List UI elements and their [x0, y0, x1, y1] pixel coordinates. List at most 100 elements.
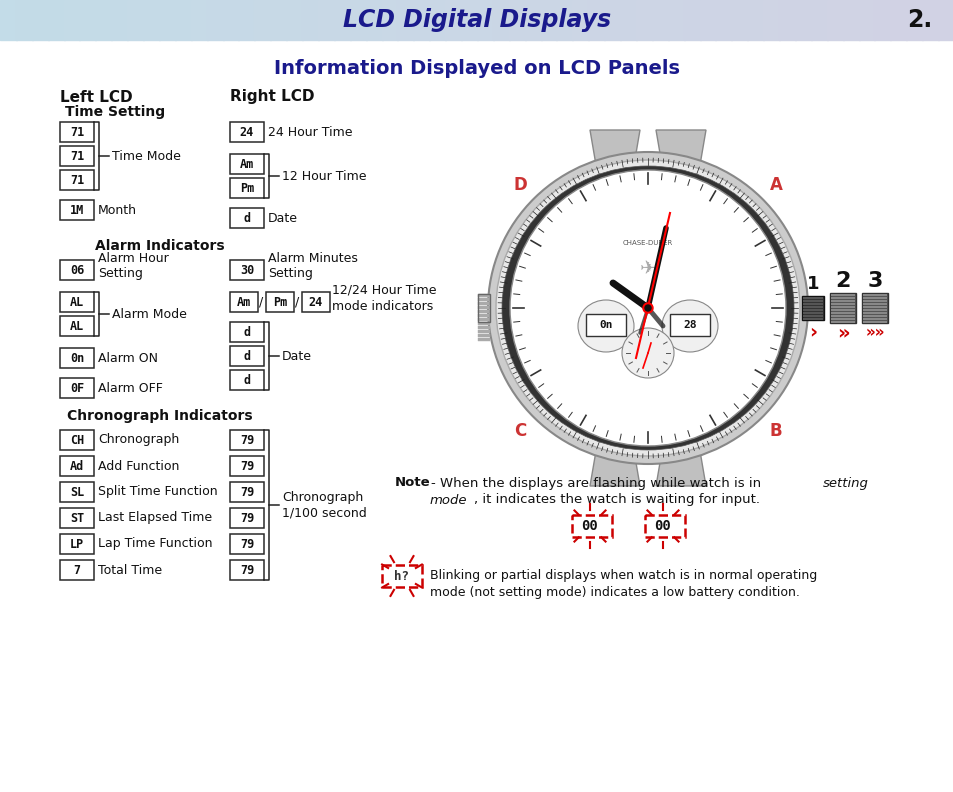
Text: 79: 79: [239, 512, 253, 524]
Bar: [477, 326, 490, 329]
Text: Am: Am: [236, 295, 251, 309]
Bar: [381, 565, 421, 587]
Text: Alarm Minutes
Setting: Alarm Minutes Setting: [268, 252, 357, 280]
Bar: [429, 0, 446, 40]
Bar: [302, 0, 318, 40]
Text: Total Time: Total Time: [98, 563, 162, 577]
Text: Month: Month: [98, 204, 137, 216]
Bar: [230, 430, 264, 450]
Bar: [477, 318, 490, 321]
Bar: [477, 338, 490, 341]
Text: Right LCD: Right LCD: [230, 89, 314, 105]
Text: Left LCD: Left LCD: [60, 89, 132, 105]
Bar: [60, 316, 94, 336]
Ellipse shape: [621, 328, 673, 378]
Text: 30: 30: [239, 264, 253, 276]
Bar: [477, 294, 490, 322]
Text: 24 Hour Time: 24 Hour Time: [268, 125, 352, 139]
Bar: [572, 515, 612, 537]
Bar: [508, 0, 525, 40]
Bar: [830, 321, 854, 323]
Bar: [862, 294, 886, 296]
Text: 12/24 Hour Time
mode indicators: 12/24 Hour Time mode indicators: [332, 284, 436, 313]
Bar: [230, 508, 264, 528]
Text: Split Time Function: Split Time Function: [98, 485, 217, 498]
Text: - When the displays are flashing while watch is in: - When the displays are flashing while w…: [431, 477, 764, 489]
Text: 71: 71: [70, 125, 84, 139]
Text: 79: 79: [239, 459, 253, 473]
Bar: [830, 309, 854, 311]
Circle shape: [644, 305, 650, 311]
Bar: [802, 300, 822, 302]
Text: Date: Date: [268, 211, 297, 224]
Bar: [802, 315, 822, 317]
Bar: [79, 0, 96, 40]
Bar: [230, 370, 264, 390]
Bar: [829, 293, 855, 323]
Text: 24: 24: [239, 125, 253, 139]
Circle shape: [642, 303, 652, 313]
Bar: [174, 0, 192, 40]
Bar: [683, 0, 700, 40]
Bar: [572, 0, 589, 40]
Bar: [60, 378, 94, 398]
Bar: [830, 294, 854, 296]
Bar: [585, 314, 625, 336]
Bar: [230, 292, 257, 312]
Bar: [669, 314, 709, 336]
Polygon shape: [656, 130, 705, 165]
Text: , it indicates the watch is waiting for input.: , it indicates the watch is waiting for …: [474, 493, 760, 507]
Bar: [334, 0, 351, 40]
Text: »: »: [836, 323, 848, 342]
Text: 79: 79: [239, 433, 253, 447]
Bar: [230, 346, 264, 366]
Bar: [397, 0, 414, 40]
Text: LP: LP: [70, 538, 84, 550]
Text: d: d: [243, 374, 251, 386]
Bar: [862, 306, 886, 308]
Ellipse shape: [510, 170, 785, 446]
Text: /: /: [258, 295, 263, 309]
Ellipse shape: [501, 166, 793, 450]
Bar: [862, 293, 887, 323]
Text: Pm: Pm: [273, 295, 287, 309]
Bar: [127, 0, 144, 40]
Text: »»: »»: [864, 326, 883, 341]
Bar: [715, 0, 732, 40]
Bar: [493, 0, 509, 40]
Bar: [60, 508, 94, 528]
Bar: [874, 0, 890, 40]
Text: AL: AL: [70, 295, 84, 309]
Bar: [230, 482, 264, 502]
Bar: [862, 315, 886, 317]
Bar: [476, 0, 494, 40]
Bar: [230, 456, 264, 476]
Text: Note: Note: [395, 477, 430, 489]
Bar: [802, 312, 822, 314]
Bar: [937, 0, 953, 40]
Text: Chronograph
1/100 second: Chronograph 1/100 second: [282, 491, 366, 519]
Text: 00: 00: [581, 519, 598, 533]
Bar: [230, 322, 264, 342]
Text: Blinking or partial displays when watch is in normal operating
mode (not setting: Blinking or partial displays when watch …: [430, 569, 817, 599]
Text: 3: 3: [866, 271, 882, 291]
Bar: [413, 0, 430, 40]
Bar: [619, 0, 637, 40]
Text: ✈: ✈: [639, 258, 656, 277]
Text: 2: 2: [835, 271, 850, 291]
Bar: [830, 300, 854, 302]
Text: mode: mode: [430, 493, 467, 507]
Bar: [31, 0, 49, 40]
Bar: [651, 0, 668, 40]
Text: B: B: [769, 422, 781, 440]
Bar: [230, 560, 264, 580]
Bar: [588, 0, 604, 40]
Bar: [230, 122, 264, 142]
Bar: [810, 0, 827, 40]
Bar: [802, 303, 822, 305]
Bar: [731, 0, 747, 40]
Text: 24: 24: [309, 295, 323, 309]
Bar: [762, 0, 780, 40]
Bar: [477, 310, 490, 313]
Text: C: C: [514, 422, 525, 440]
